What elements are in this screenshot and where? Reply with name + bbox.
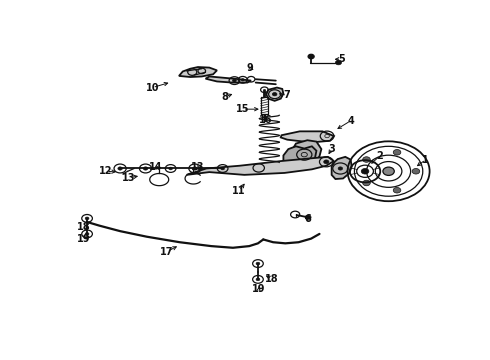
Text: 3: 3 [328, 144, 335, 154]
Circle shape [85, 233, 89, 235]
Text: 9: 9 [247, 63, 254, 73]
Polygon shape [267, 87, 283, 101]
Text: 16: 16 [259, 115, 272, 125]
Text: 6: 6 [305, 214, 312, 224]
Text: 17: 17 [160, 247, 173, 257]
Text: 19: 19 [76, 234, 90, 244]
Text: 18: 18 [76, 222, 90, 232]
Polygon shape [332, 157, 352, 179]
Circle shape [193, 167, 197, 170]
Circle shape [363, 180, 370, 186]
Polygon shape [179, 67, 217, 77]
Circle shape [393, 149, 401, 155]
Circle shape [143, 167, 148, 170]
Circle shape [412, 168, 420, 174]
Circle shape [233, 79, 236, 82]
Text: 8: 8 [221, 92, 228, 102]
Circle shape [118, 167, 122, 170]
Circle shape [363, 157, 370, 162]
Text: 4: 4 [347, 116, 354, 126]
Polygon shape [206, 76, 251, 82]
Circle shape [338, 167, 343, 170]
Circle shape [305, 215, 311, 220]
Circle shape [308, 54, 314, 59]
Circle shape [336, 60, 342, 65]
Circle shape [272, 93, 277, 96]
Text: 15: 15 [236, 104, 249, 114]
Text: 2: 2 [376, 151, 383, 161]
Text: 18: 18 [265, 274, 279, 284]
Polygon shape [288, 140, 321, 168]
Circle shape [85, 217, 89, 220]
Text: 10: 10 [146, 82, 159, 93]
Text: 13: 13 [191, 162, 204, 172]
Polygon shape [281, 131, 334, 143]
Text: 7: 7 [284, 90, 291, 100]
Circle shape [324, 160, 329, 164]
Circle shape [383, 167, 394, 175]
Circle shape [256, 262, 260, 265]
Text: 12: 12 [99, 166, 113, 176]
Text: 19: 19 [252, 284, 266, 294]
Circle shape [256, 278, 260, 281]
Circle shape [361, 168, 369, 174]
Circle shape [169, 167, 172, 170]
Polygon shape [187, 157, 334, 175]
Text: 13: 13 [122, 173, 136, 183]
Text: 14: 14 [148, 162, 162, 172]
Circle shape [393, 188, 401, 193]
Circle shape [220, 167, 224, 170]
Polygon shape [283, 146, 317, 169]
Text: 1: 1 [422, 155, 429, 165]
Text: 5: 5 [338, 54, 345, 64]
Text: 11: 11 [232, 186, 245, 196]
Circle shape [241, 79, 245, 81]
